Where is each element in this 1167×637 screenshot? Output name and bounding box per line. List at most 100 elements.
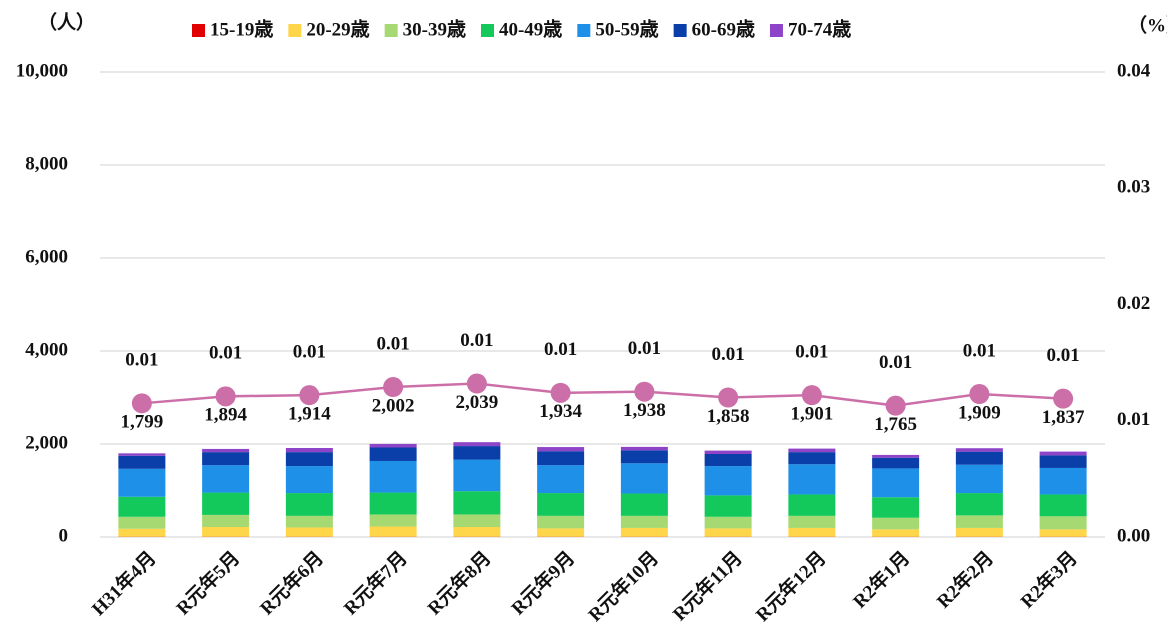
- ratio-label: 0.01: [544, 339, 577, 360]
- total-label: 1,914: [288, 404, 331, 425]
- ratio-label: 0.01: [377, 333, 410, 354]
- bar-segment: [704, 453, 752, 467]
- bar-segment: [704, 516, 752, 529]
- legend-label: 60-69歳: [692, 18, 755, 40]
- bar-segment: [537, 515, 585, 529]
- bar-segment: [369, 460, 417, 493]
- y2-axis-label: （%）: [1128, 13, 1167, 36]
- y-tick-label: 10,000: [16, 60, 68, 81]
- ratio-label: 0.01: [628, 338, 661, 359]
- total-label: 1,938: [623, 400, 666, 421]
- line-point: [634, 381, 655, 402]
- legend-label: 40-49歳: [499, 18, 562, 40]
- x-tick-label: R元年7月: [339, 546, 412, 619]
- ratio-label: 0.01: [795, 342, 828, 363]
- bar-segment: [704, 528, 752, 537]
- ratio-label: 0.01: [879, 352, 912, 373]
- line-point: [131, 393, 152, 414]
- bar-segment: [788, 452, 836, 465]
- line-point: [1053, 388, 1074, 409]
- total-label: 1,909: [958, 402, 1001, 423]
- bar-segment: [955, 448, 1003, 452]
- legend-swatch: [769, 24, 783, 37]
- bar-segment: [872, 517, 920, 530]
- bar-segment: [872, 457, 920, 469]
- bar-segment: [118, 528, 166, 537]
- ratio-label: 0.01: [1047, 345, 1080, 366]
- x-tick-label: R元年11月: [668, 546, 747, 625]
- bar-segment: [620, 450, 668, 464]
- bar-segment: [453, 491, 501, 515]
- y2-tick-label: 0.00: [1117, 525, 1150, 546]
- total-label: 1,837: [1042, 407, 1085, 428]
- bar-segment: [872, 468, 920, 498]
- bar-segment: [704, 466, 752, 496]
- line-point: [550, 382, 571, 403]
- legend-swatch: [577, 24, 591, 37]
- x-tick-label: R元年12月: [751, 546, 831, 626]
- y-tick-label: 0: [59, 525, 69, 546]
- x-tick-label: R2年3月: [1015, 546, 1081, 612]
- bar-segment: [704, 450, 752, 454]
- x-tick-label: R元年5月: [171, 546, 244, 619]
- bar-segment: [1039, 467, 1087, 495]
- ratio-label: 0.01: [712, 344, 745, 365]
- total-label: 2,039: [456, 392, 499, 413]
- bar-segment: [788, 515, 836, 528]
- total-label: 2,002: [372, 395, 415, 416]
- bar-segment: [118, 453, 166, 456]
- bar-segment: [369, 526, 417, 537]
- bar-segment: [537, 451, 585, 466]
- y-tick-label: 6,000: [25, 246, 68, 267]
- bar-segment: [369, 443, 417, 448]
- bar-segment: [1039, 516, 1087, 530]
- bar-segment: [537, 465, 585, 494]
- bar-segment: [202, 514, 250, 528]
- bar-segment: [118, 496, 166, 517]
- bar-segment: [872, 497, 920, 518]
- total-label: 1,858: [707, 406, 750, 427]
- bar-segment: [788, 448, 836, 453]
- y-tick-label: 2,000: [25, 432, 68, 453]
- bar-segment: [453, 459, 501, 492]
- line: [141, 382, 1064, 407]
- bar-segment: [955, 464, 1003, 494]
- bar-segment: [118, 468, 166, 497]
- line-point: [299, 385, 320, 406]
- bar-segment: [537, 447, 585, 452]
- x-tick-label: R元年9月: [506, 546, 579, 619]
- legend-swatch: [480, 24, 494, 37]
- bar-segment: [285, 447, 333, 453]
- bar-segment: [285, 515, 333, 528]
- bar-segment: [620, 493, 668, 516]
- bar-segment: [369, 492, 417, 515]
- bar-segment: [704, 495, 752, 517]
- bar-segment: [369, 514, 417, 527]
- bar-segment: [285, 493, 333, 516]
- bar-segment: [620, 527, 668, 537]
- bar-segment: [620, 515, 668, 528]
- bar-segment: [453, 442, 501, 447]
- bar-segment: [202, 465, 250, 493]
- line-point: [969, 384, 990, 405]
- bar-segment: [202, 448, 250, 453]
- y2-tick-label: 0.02: [1117, 293, 1150, 314]
- bar-segment: [118, 516, 166, 529]
- x-tick-label: R元年10月: [583, 546, 663, 626]
- total-label: 1,894: [204, 405, 247, 426]
- legend-swatch: [673, 24, 687, 37]
- y2-tick-label: 0.03: [1117, 177, 1150, 198]
- bar-segment: [955, 527, 1003, 537]
- line-point: [718, 387, 739, 408]
- ratio-label: 0.01: [125, 350, 158, 371]
- legend-label: 70-74歳: [788, 18, 851, 40]
- legend-swatch: [192, 24, 205, 37]
- bar-segment: [285, 452, 333, 467]
- bar-segment: [285, 466, 333, 494]
- line-point: [215, 386, 236, 407]
- ratio-label: 0.01: [293, 342, 326, 363]
- bar-segment: [872, 529, 920, 537]
- bar-segment: [955, 451, 1003, 465]
- x-tick-label: R2年1月: [848, 546, 914, 612]
